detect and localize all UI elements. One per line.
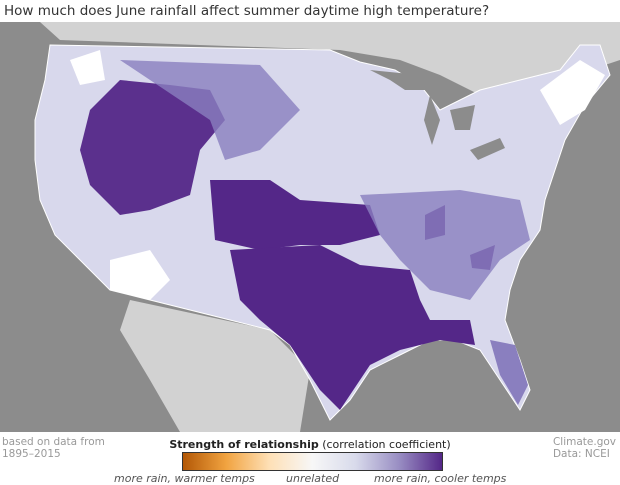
canada-land	[0, 22, 620, 120]
legend-color-bar	[182, 452, 443, 471]
map-title: How much does June rainfall affect summe…	[4, 3, 490, 19]
legend-title-bold: Strength of relationship	[169, 438, 319, 451]
credit-line-1: Climate.gov	[552, 436, 616, 448]
great-lakes	[370, 70, 505, 160]
legend-footer: based on data from 1895–2015 Climate.gov…	[0, 432, 620, 485]
region-moderate-midwest	[360, 190, 530, 300]
note-line-1: based on data from	[2, 436, 105, 448]
legend-title-rest: (correlation coefficient)	[318, 438, 451, 451]
legend-label-cooler: more rain, cooler temps	[374, 472, 507, 485]
mexico-land	[120, 300, 310, 432]
region-none-northeast	[540, 60, 605, 125]
data-range-note: based on data from 1895–2015	[2, 436, 105, 460]
region-plains-strong	[210, 180, 380, 250]
region-none-southwest	[110, 250, 170, 300]
region-none-northwest	[70, 50, 105, 85]
legend-title: Strength of relationship (correlation co…	[150, 438, 470, 451]
note-line-2: 1895–2015	[2, 448, 61, 460]
region-great-basin-strong	[80, 80, 225, 215]
region-moderate-north	[120, 60, 300, 160]
region-moderate-florida	[490, 340, 528, 405]
legend-label-unrelated: unrelated	[286, 472, 340, 485]
legend-label-warmer: more rain, warmer temps	[114, 472, 255, 485]
us-correlation-map	[0, 22, 620, 432]
credit-line-2: Data: NCEI	[552, 448, 610, 460]
credit: Climate.gov Data: NCEI	[553, 436, 616, 460]
region-south-strong	[230, 245, 475, 410]
